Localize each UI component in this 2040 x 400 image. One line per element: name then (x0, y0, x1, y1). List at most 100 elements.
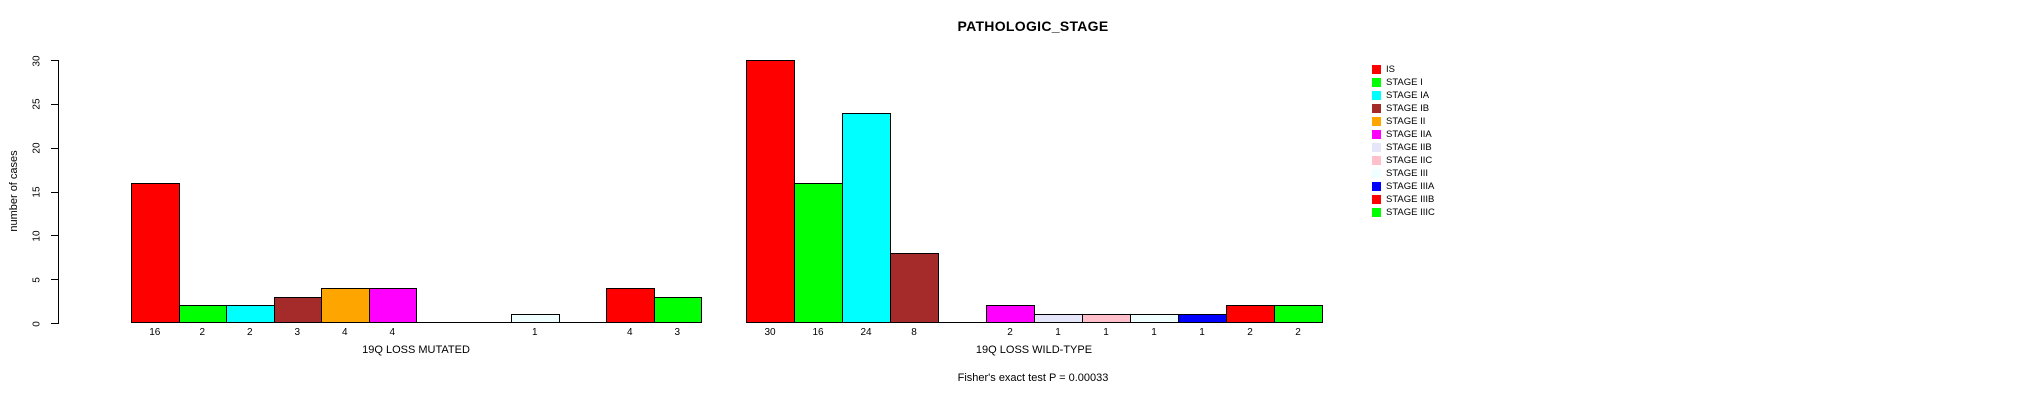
legend-label: STAGE IIIA (1386, 181, 1435, 192)
bar-stage-iiib (606, 287, 655, 323)
bar-value-label: 3 (674, 327, 681, 338)
bar-value-label: 1 (1103, 327, 1109, 338)
legend-label: STAGE I (1386, 77, 1423, 88)
legend-swatch (1372, 156, 1381, 165)
bar-value-label: 30 (764, 327, 776, 338)
y-tick (51, 235, 58, 237)
y-tick (51, 323, 58, 324)
y-tick-label: 15 (31, 186, 43, 198)
legend-swatch (1372, 91, 1381, 100)
bar-stage-iic (1082, 314, 1131, 323)
bar-value-label: 2 (199, 327, 206, 338)
y-tick (51, 279, 58, 281)
legend-item: STAGE IIC (1372, 154, 1532, 167)
chart-title: PATHOLOGIC_STAGE (957, 18, 1109, 34)
bar-value-label: 16 (812, 327, 824, 338)
bar-value-label: 2 (1007, 327, 1013, 338)
x-axis-group-label: 19Q LOSS MUTATED (362, 344, 470, 356)
zero-bar-stage-iib (416, 322, 465, 323)
bar-value-label: 3 (294, 327, 301, 338)
legend-label: STAGE IIB (1386, 142, 1432, 153)
bar-stage-i (178, 305, 227, 323)
bar-stage-ib (273, 296, 322, 323)
bar-value-label: 16 (149, 327, 161, 338)
bar-stage-iiia (1178, 314, 1227, 323)
bar-value-label: 4 (626, 327, 633, 338)
legend-item: STAGE III (1372, 167, 1532, 180)
legend-swatch (1372, 208, 1381, 217)
legend-item: STAGE IA (1372, 89, 1532, 102)
legend-swatch (1372, 65, 1381, 74)
bar-stage-iii (1130, 314, 1179, 323)
y-tick-label: 30 (31, 54, 43, 67)
bar-value-label: 1 (1199, 327, 1205, 338)
bar-is (746, 60, 795, 323)
y-tick (51, 103, 58, 105)
legend: IS STAGE I STAGE IA STAGE IB STAGE II STAGE I… (1372, 63, 1532, 219)
legend-item: STAGE I (1372, 76, 1532, 89)
legend-label: STAGE IIA (1386, 129, 1432, 140)
bar-stage-iia (986, 305, 1035, 323)
bar-value-label: 24 (860, 327, 872, 338)
bar-value-label: 1 (1055, 327, 1061, 338)
y-tick-label: 5 (31, 276, 43, 283)
zero-bar-stage-iic (463, 322, 512, 323)
bar-value-label: 2 (246, 327, 253, 338)
y-tick (51, 60, 58, 61)
legend-swatch (1372, 117, 1381, 126)
y-tick-label: 10 (31, 230, 43, 242)
legend-label: STAGE IB (1386, 103, 1430, 114)
legend-label: STAGE IIIC (1386, 207, 1435, 218)
legend-item: STAGE IIA (1372, 128, 1532, 141)
legend-label: IS (1386, 64, 1395, 75)
bar-stage-iiib (1226, 305, 1275, 323)
legend-swatch (1372, 195, 1381, 204)
y-tick-label: 25 (31, 98, 43, 110)
legend-swatch (1372, 104, 1381, 113)
bar-value-label: 4 (341, 327, 348, 338)
bar-stage-ib (890, 252, 939, 323)
legend-swatch (1372, 143, 1381, 152)
y-tick (51, 147, 58, 149)
x-axis-group-label: 19Q LOSS WILD-TYPE (975, 344, 1093, 356)
legend-swatch (1372, 78, 1381, 87)
bar-stage-iiic (653, 296, 702, 323)
legend-swatch (1372, 130, 1381, 139)
bar-value-label: 8 (911, 327, 917, 338)
zero-bar-stage-ii (938, 322, 987, 323)
bar-value-label: 1 (1151, 327, 1157, 338)
bar-stage-i (794, 182, 843, 323)
zero-bar-stage-iiia (558, 322, 607, 323)
bar-value-label: 1 (531, 327, 538, 338)
bar-stage-ii (321, 287, 370, 323)
legend-label: STAGE IIC (1386, 155, 1433, 166)
legend-item: STAGE IIIA (1372, 180, 1532, 193)
bar-value-label: 2 (1295, 327, 1301, 338)
legend-swatch (1372, 182, 1381, 191)
y-tick (51, 191, 58, 193)
legend-item: STAGE IIB (1372, 141, 1532, 154)
bar-stage-ia (842, 112, 891, 323)
bar-stage-iia (368, 287, 417, 323)
bar-stage-iib (1034, 314, 1083, 323)
legend-label: STAGE III (1386, 168, 1429, 179)
legend-swatch (1372, 169, 1381, 178)
legend-item: STAGE IIIC (1372, 206, 1532, 219)
bar-stage-ia (226, 305, 275, 323)
legend-item: IS (1372, 63, 1532, 76)
legend-item: STAGE II (1372, 115, 1532, 128)
fisher-test-annotation: Fisher's exact test P = 0.00033 (957, 372, 1109, 384)
bar-value-label: 4 (389, 327, 396, 338)
bar-value-label: 2 (1247, 327, 1253, 338)
bar-stage-iiic (1274, 305, 1323, 323)
legend-label: STAGE IIIB (1386, 194, 1435, 205)
bar-is (131, 182, 180, 323)
y-axis-line (58, 60, 59, 324)
bar-stage-iii (511, 314, 560, 323)
y-tick-label: 0 (31, 320, 43, 327)
legend-item: STAGE IIIB (1372, 193, 1532, 206)
legend-item: STAGE IB (1372, 102, 1532, 115)
legend-label: STAGE II (1386, 116, 1426, 127)
